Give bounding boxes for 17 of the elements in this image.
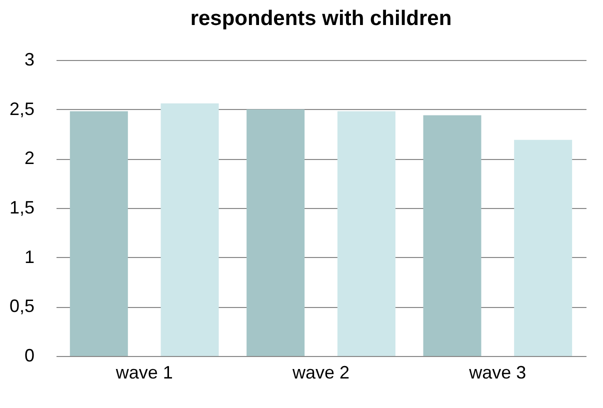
y-tick-label: 0,5 [9,296,34,316]
bar [423,115,482,356]
x-tick-label: wave 2 [291,362,350,382]
y-tick-label: 3 [24,50,34,70]
bar [70,111,128,356]
y-tick-label: 2 [24,148,34,168]
bar [160,103,219,356]
y-tick-label: 1 [24,246,34,267]
x-tick-label: wave 1 [114,362,173,382]
y-tick-label: 2,5 [9,98,34,119]
bar [246,109,305,356]
x-tick-label: wave 3 [468,362,526,382]
bar [514,140,572,356]
y-tick-label: 1,5 [9,198,34,218]
bar [337,111,396,356]
chart-title: respondents with children [190,7,452,30]
y-tick-label: 0 [24,346,34,366]
